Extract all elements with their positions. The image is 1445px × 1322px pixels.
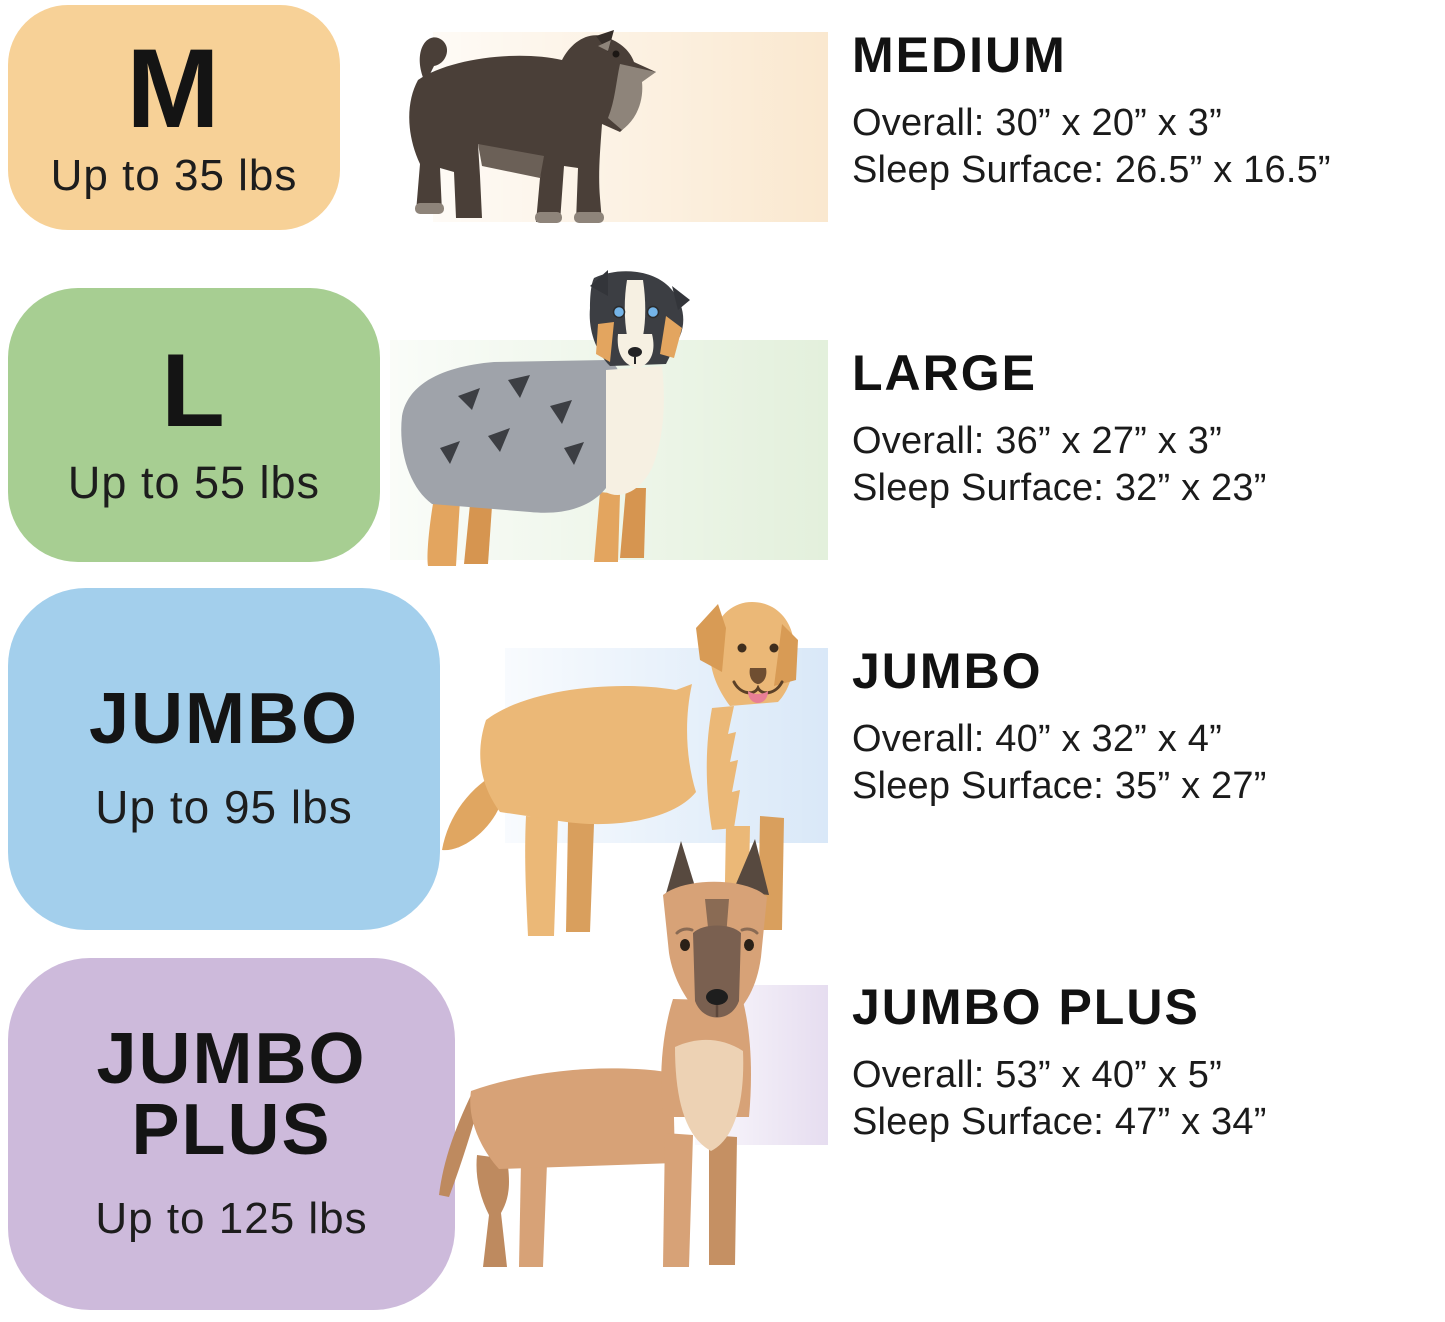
great-dane-dog-illustration	[413, 833, 793, 1273]
size-details-large: LARGE Overall: 36” x 27” x 3” Sleep Surf…	[852, 344, 1267, 512]
badge-weight: Up to 95 lbs	[95, 781, 353, 834]
size-name-heading: JUMBO PLUS	[852, 979, 1200, 1035]
badge-weight: Up to 35 lbs	[50, 151, 298, 201]
size-name-heading: JUMBO	[852, 643, 1043, 699]
sleep-surface-dimensions: Sleep Surface: 35” x 27”	[852, 765, 1267, 807]
australian-shepherd-dog-illustration	[368, 266, 698, 571]
overall-dimensions: Overall: 30” x 20” x 3”	[852, 102, 1222, 144]
overall-dimensions: Overall: 53” x 40” x 5”	[852, 1054, 1222, 1096]
badge-letter: M	[126, 25, 222, 151]
size-details-jumbo: JUMBO Overall: 40” x 32” x 4” Sleep Surf…	[852, 642, 1267, 810]
miniature-schnauzer-icon	[409, 30, 656, 223]
sleep-surface-dimensions: Sleep Surface: 47” x 34”	[852, 1101, 1267, 1143]
size-badge-jumbo-plus: JUMBO PLUS Up to 125 lbs	[8, 958, 455, 1310]
size-badge-large: L Up to 55 lbs	[8, 288, 380, 562]
size-details-medium: MEDIUM Overall: 30” x 20” x 3” Sleep Sur…	[852, 26, 1331, 194]
sleep-surface-dimensions: Sleep Surface: 32” x 23”	[852, 467, 1267, 509]
badge-label-line2: PLUS	[131, 1090, 332, 1170]
australian-shepherd-icon	[401, 270, 690, 566]
great-dane-icon	[439, 839, 769, 1267]
sleep-surface-dimensions: Sleep Surface: 26.5” x 16.5”	[852, 149, 1331, 191]
overall-dimensions: Overall: 36” x 27” x 3”	[852, 420, 1222, 462]
miniature-schnauzer-dog-illustration	[358, 6, 658, 234]
badge-label: JUMBO	[88, 678, 359, 759]
size-name-heading: MEDIUM	[852, 27, 1067, 83]
size-badge-jumbo: JUMBO Up to 95 lbs	[8, 588, 440, 930]
badge-letter: L	[161, 333, 227, 450]
badge-weight: Up to 55 lbs	[67, 456, 321, 508]
overall-dimensions: Overall: 40” x 32” x 4”	[852, 718, 1222, 760]
badge-label-line1: JUMBO	[96, 1019, 367, 1100]
size-details-jumbo-plus: JUMBO PLUS Overall: 53” x 40” x 5” Sleep…	[852, 978, 1267, 1146]
size-badge-medium: M Up to 35 lbs	[8, 5, 340, 230]
size-name-heading: LARGE	[852, 345, 1037, 401]
badge-weight: Up to 125 lbs	[95, 1193, 368, 1243]
